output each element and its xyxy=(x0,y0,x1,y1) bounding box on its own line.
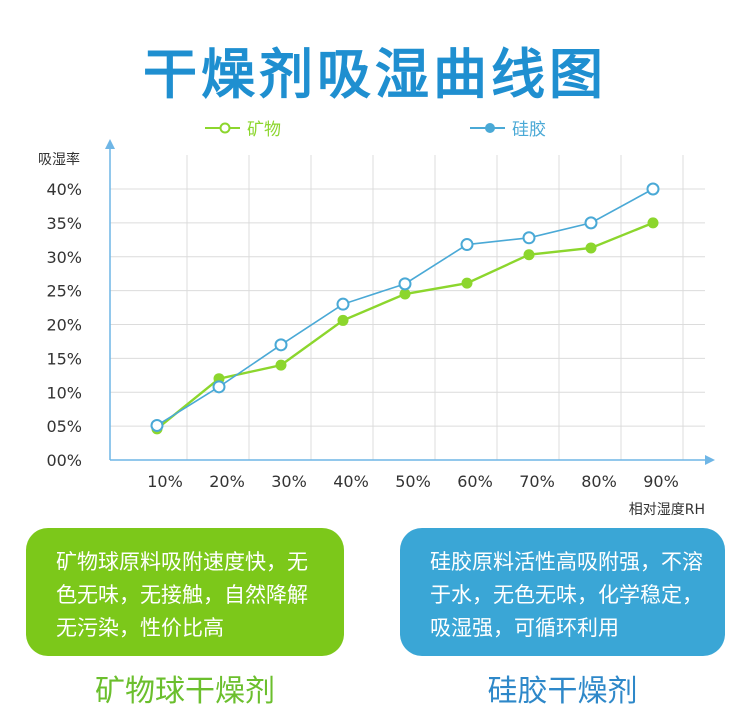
data-point-silica xyxy=(522,231,536,245)
data-point-silica xyxy=(460,238,474,252)
x-tick-label: 50% xyxy=(395,472,431,491)
data-point-mineral xyxy=(337,314,349,326)
y-tick-label: 35% xyxy=(46,214,82,233)
y-tick-label: 00% xyxy=(46,451,82,470)
x-tick-label: 10% xyxy=(147,472,183,491)
data-point-mineral xyxy=(275,359,287,371)
y-tick-label: 10% xyxy=(46,383,82,402)
data-point-mineral xyxy=(647,217,659,229)
mineral-caption: 矿物球干燥剂 xyxy=(95,674,275,709)
mineral-description-box: 矿物球原料吸附速度快，无色无味，无接触，自然降解无污染，性价比高 xyxy=(26,528,344,656)
data-point-silica xyxy=(212,380,226,394)
x-tick-label: 80% xyxy=(581,472,617,491)
legend-label: 矿物 xyxy=(247,120,281,140)
x-tick-label: 40% xyxy=(333,472,369,491)
legend-label: 硅胶 xyxy=(512,120,546,140)
data-point-mineral xyxy=(585,242,597,254)
y-tick-label: 05% xyxy=(46,417,82,436)
x-tick-label: 70% xyxy=(519,472,555,491)
x-tick-label: 60% xyxy=(457,472,493,491)
series-line-silica xyxy=(156,188,654,427)
data-point-silica xyxy=(150,418,164,432)
data-point-silica xyxy=(584,216,598,230)
x-tick-label: 20% xyxy=(209,472,245,491)
y-tick-label: 30% xyxy=(46,248,82,267)
data-point-mineral xyxy=(523,249,535,261)
y-tick-label: 40% xyxy=(46,180,82,199)
data-point-mineral xyxy=(461,277,473,289)
silica-description-text: 硅胶原料活性高吸附强，不溶于水，无色无味，化学稳定，吸湿强，可循环利用 xyxy=(430,550,703,640)
data-point-silica xyxy=(274,338,288,352)
x-axis-arrow xyxy=(705,455,715,465)
legend-marker xyxy=(219,122,231,134)
y-tick-label: 25% xyxy=(46,282,82,301)
x-tick-label: 30% xyxy=(271,472,307,491)
legend-marker xyxy=(485,123,495,133)
mineral-description-text: 矿物球原料吸附速度快，无色无味，无接触，自然降解无污染，性价比高 xyxy=(56,550,308,640)
silica-description-box: 硅胶原料活性高吸附强，不溶于水，无色无味，化学稳定，吸湿强，可循环利用 xyxy=(400,528,725,656)
silica-caption: 硅胶干燥剂 xyxy=(487,674,638,709)
data-point-silica xyxy=(398,277,412,291)
data-point-silica xyxy=(646,182,660,196)
y-axis-arrow xyxy=(105,139,115,149)
y-axis-label: 吸湿率 xyxy=(38,151,80,168)
series-line-mineral xyxy=(156,221,654,430)
x-tick-label: 90% xyxy=(643,472,679,491)
moisture-absorption-chart: 00% 05% 10% 15% 20% 25% 30% 35% 40% 10% 20% 30% 40% 5… xyxy=(38,120,715,518)
y-tick-label: 15% xyxy=(46,349,82,368)
data-point-silica xyxy=(336,297,350,311)
x-axis-label: 相对湿度RH xyxy=(629,502,705,518)
data-point-mineral xyxy=(399,288,411,300)
chart-title: 干燥剂吸湿曲线图 xyxy=(143,43,607,106)
y-tick-label: 20% xyxy=(46,316,82,335)
